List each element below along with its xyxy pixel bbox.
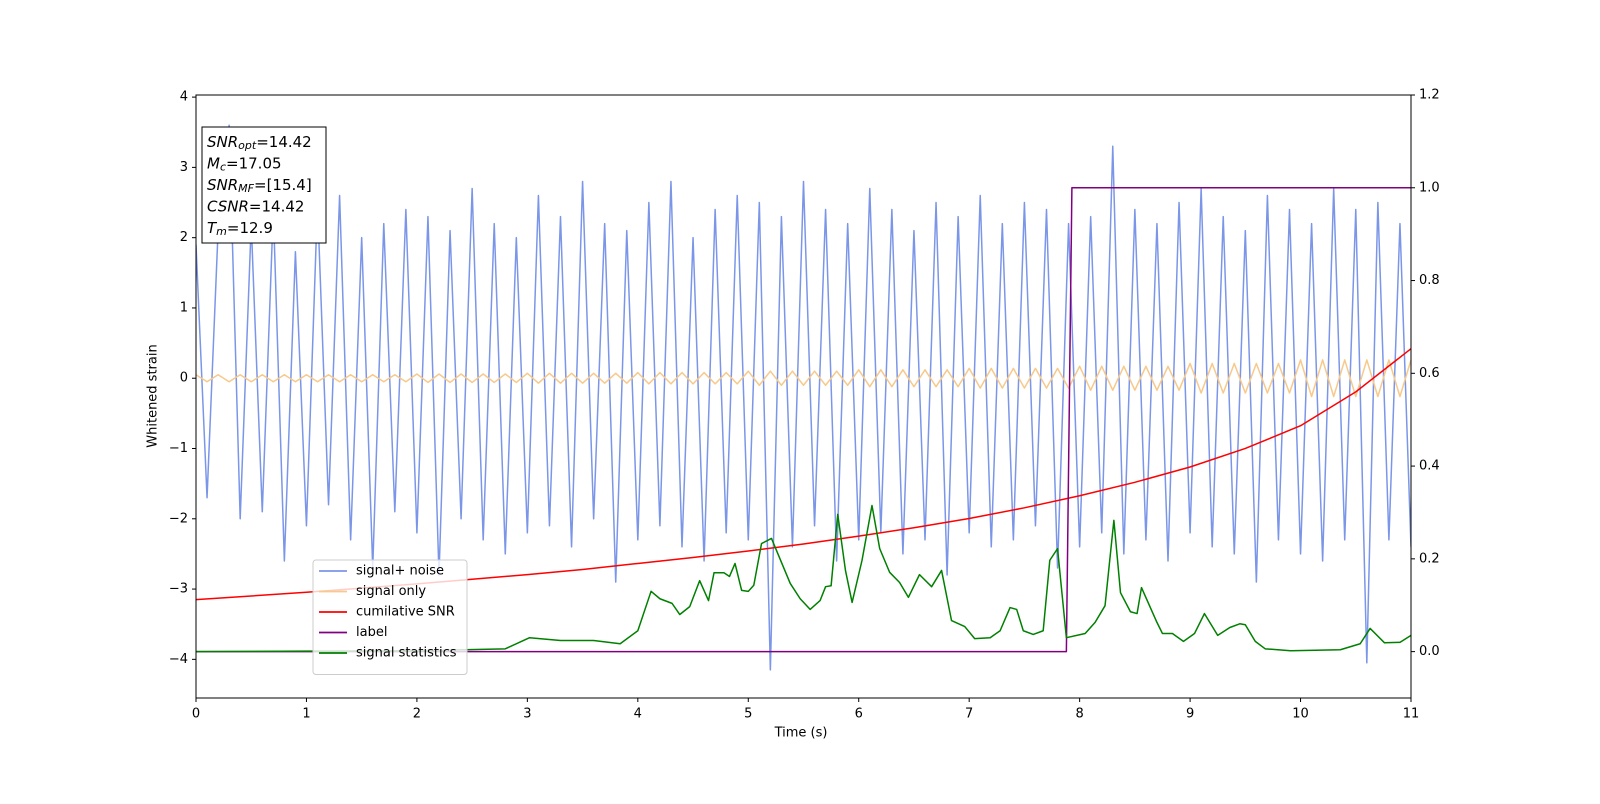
- series-line: [196, 359, 1411, 398]
- y2-tick-label: 0.4: [1419, 459, 1440, 474]
- y2-tick-label: 0.0: [1419, 644, 1440, 659]
- x-tick-label: 2: [413, 707, 421, 722]
- y2-tick-label: 0.8: [1419, 273, 1440, 288]
- x-tick-label: 5: [744, 707, 752, 722]
- annotation-line: Tm=12.9: [207, 219, 273, 239]
- annotation-value: =12.9: [227, 219, 273, 237]
- y-tick-label: −3: [169, 582, 188, 597]
- y-tick-label: 0: [180, 371, 188, 386]
- annotation-symbol: CSNR: [207, 197, 249, 215]
- y-tick-label: 4: [180, 90, 188, 105]
- y2-tick-label: 1.2: [1419, 88, 1440, 103]
- annotation-symbol: SNR: [207, 176, 238, 194]
- axes: 0 1 2 3 4 5 6 7 8 9 10 11 −4 −3 −2 −1 0 1 2 3 4 0.0 0.2 0.4 0.6 0…: [169, 88, 1440, 722]
- y-tick-label: −1: [169, 441, 188, 456]
- legend-label: cumilative SNR: [356, 605, 455, 620]
- annotation-subscript: opt: [238, 139, 257, 152]
- annotation-line: Mc=17.05: [207, 154, 282, 174]
- x-tick-label: 3: [523, 707, 531, 722]
- y2-tick-label: 1.0: [1419, 180, 1440, 195]
- annotation-box: SNRopt=14.42Mc=17.05SNRMF=[15.4]CSNR=14.…: [201, 126, 327, 244]
- x-tick-label: 6: [855, 707, 863, 722]
- y-tick-label: 2: [180, 230, 188, 245]
- annotation-line: CSNR=14.42: [207, 197, 304, 215]
- y-axis-label: Whitened strain: [146, 344, 161, 447]
- legend-frame: [312, 559, 468, 675]
- annotation-value: =[15.4]: [254, 176, 312, 194]
- x-tick-label: 7: [965, 707, 973, 722]
- annotation-line: SNRopt=14.42: [207, 133, 312, 153]
- legend-label: signal+ noise: [356, 564, 444, 579]
- annotation-symbol: T: [207, 219, 218, 237]
- annotation-symbol: SNR: [207, 133, 238, 151]
- annotation-subscript: MF: [238, 182, 254, 195]
- annotation-subscript: c: [220, 161, 226, 174]
- x-tick-label: 10: [1292, 707, 1309, 722]
- x-tick-label: 8: [1075, 707, 1083, 722]
- annotation-frame: [201, 126, 327, 244]
- x-tick-label: 0: [192, 707, 200, 722]
- annotation-line: SNRMF=[15.4]: [207, 176, 312, 196]
- legend-label: signal statistics: [356, 646, 457, 661]
- legend-label: label: [356, 625, 387, 640]
- y-tick-label: 3: [180, 160, 188, 175]
- annotation-value: =14.42: [256, 133, 312, 151]
- x-tick-label: 9: [1186, 707, 1194, 722]
- axes-frame: [195, 94, 1412, 699]
- y-tick-label: −4: [169, 652, 188, 667]
- y2-tick-label: 0.6: [1419, 366, 1440, 381]
- y-tick-label: −2: [169, 511, 188, 526]
- annotation-value: =17.05: [226, 154, 282, 172]
- annotation-value: =14.42: [249, 197, 305, 215]
- series-line: [196, 187, 1411, 653]
- series-line: [196, 504, 1411, 653]
- annotation-symbol: M: [207, 154, 220, 172]
- x-tick-label: 4: [634, 707, 642, 722]
- x-tick-label: 1: [302, 707, 310, 722]
- y2-tick-label: 0.2: [1419, 551, 1440, 566]
- annotation-subscript: m: [216, 225, 227, 238]
- x-axis-label: Time (s): [774, 726, 828, 741]
- legend-label: signal only: [356, 584, 426, 599]
- x-tick-label: 11: [1403, 707, 1420, 722]
- series-line: [196, 124, 1411, 671]
- y-tick-label: 1: [180, 300, 188, 315]
- legend: signal+ noise signal only cumilative SNR la…: [312, 559, 468, 675]
